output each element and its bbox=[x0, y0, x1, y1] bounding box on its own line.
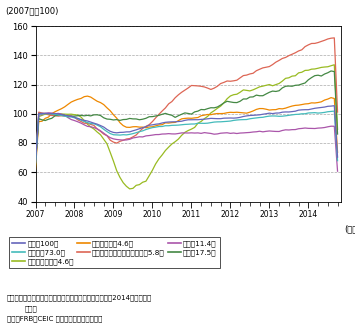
Text: 備考：凡例の（　）内数値は、総合に対するウエイト（2014年平均）を: 備考：凡例の（ ）内数値は、総合に対するウエイト（2014年平均）を bbox=[7, 294, 152, 301]
Text: 示す。: 示す。 bbox=[25, 306, 38, 312]
Text: (2007年＝100): (2007年＝100) bbox=[5, 6, 58, 16]
Legend: 総合（100）, 製造業（73.0）, 自動車・部品（4.6）, 航空機ほか（4.6）, コンピューター・電子製品（5.8）, 化学（11.4）, 鉱業（17.: 総合（100）, 製造業（73.0）, 自動車・部品（4.6）, 航空機ほか（4… bbox=[9, 237, 220, 268]
Text: (年月): (年月) bbox=[344, 224, 355, 233]
Text: 資料：FRB、CEIC データベースから作成。: 資料：FRB、CEIC データベースから作成。 bbox=[7, 315, 103, 322]
